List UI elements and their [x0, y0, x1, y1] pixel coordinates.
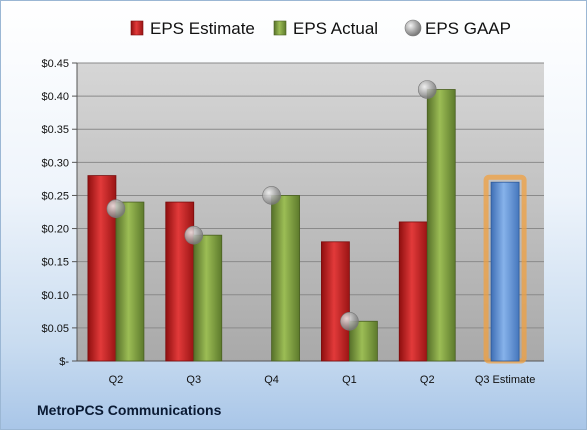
- legend: EPS Estimate EPS Actual EPS GAAP: [130, 19, 511, 38]
- company-name: MetroPCS Communications: [37, 402, 222, 418]
- legend-swatch: [130, 20, 144, 36]
- eps-estimate-bar: [321, 241, 350, 362]
- x-tick-label: Q3: [186, 374, 201, 386]
- y-tick-label: $0.45: [41, 58, 69, 70]
- eps-actual-bar: [271, 195, 300, 362]
- y-tick-label: $0.15: [41, 257, 69, 269]
- eps-actual-bar: [115, 201, 145, 362]
- eps-actual-bar: [426, 89, 456, 362]
- eps-gaap-marker: [340, 311, 359, 331]
- legend-label: EPS GAAP: [425, 19, 511, 38]
- eps-gaap-marker: [262, 186, 281, 205]
- y-tick-label: $0.05: [41, 323, 69, 335]
- eps-estimate-bar: [165, 201, 195, 362]
- legend-label: EPS Estimate: [150, 19, 255, 38]
- eps-estimate-bar: [398, 221, 428, 362]
- y-tick-label: $0.35: [41, 124, 69, 136]
- plot-area: [77, 63, 544, 361]
- bars: [87, 89, 527, 364]
- x-axis: Q2 Q3 Q4 Q1 Q2 Q3 Estimate: [77, 360, 544, 386]
- eps-gaap-marker: [417, 80, 437, 99]
- y-tick-label: $0.10: [41, 290, 69, 302]
- legend-swatch: [273, 20, 287, 36]
- eps-actual-bar: [193, 234, 223, 362]
- y-axis: $0.45 $0.40 $0.35 $0.30 $0.25 $0.20 $0.15 $0.10…: [41, 58, 78, 368]
- x-tick-label: Q3 Estimate: [475, 374, 536, 386]
- x-tick-label: Q2: [420, 374, 435, 386]
- x-tick-label: Q4: [264, 374, 279, 386]
- x-tick-label: Q2: [109, 374, 124, 386]
- legend-swatch: [404, 19, 422, 37]
- x-tick-label: Q1: [342, 374, 357, 386]
- gaap-markers: [106, 80, 437, 331]
- eps-gaap-marker: [106, 199, 126, 218]
- y-tick-label: $0.20: [41, 224, 69, 236]
- y-tick-label: $0.30: [41, 157, 69, 169]
- y-tick-label: $0.25: [41, 190, 69, 202]
- estimate-bar: [490, 181, 520, 362]
- y-tick-label: $0.40: [41, 91, 69, 103]
- y-tick-label: $-: [59, 356, 69, 368]
- legend-label: EPS Actual: [293, 19, 378, 38]
- eps-gaap-marker: [184, 225, 204, 245]
